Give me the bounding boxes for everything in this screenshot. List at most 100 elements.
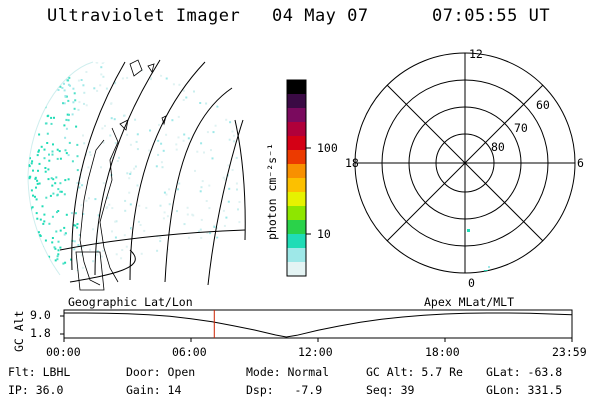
emission-pixel — [96, 89, 99, 92]
emission-pixel — [75, 276, 77, 278]
emission-pixel — [149, 77, 152, 80]
emission-pixel — [52, 279, 54, 281]
emission-pixel — [101, 255, 103, 258]
emission-pixel — [47, 282, 49, 284]
emission-pixel — [177, 115, 180, 118]
seq-value: Seq: 39 — [366, 383, 415, 397]
emission-pixel — [89, 154, 92, 156]
emission-pixel — [233, 140, 236, 143]
emission-pixel — [87, 279, 89, 281]
emission-pixel — [63, 226, 66, 229]
emission-pixel — [247, 105, 249, 107]
chart-xtick-2359: 23:59 — [552, 345, 587, 359]
emission-pixel — [81, 184, 84, 187]
emission-pixel — [64, 232, 67, 235]
chart-ytick-9: 9.0 — [30, 308, 51, 322]
emission-pixel — [46, 142, 49, 144]
emission-pixel — [56, 148, 59, 151]
emission-pixel — [97, 214, 100, 217]
emission-pixel — [200, 236, 203, 239]
emission-pixel — [208, 207, 211, 210]
emission-pixel — [82, 84, 85, 87]
emission-pixel — [163, 211, 166, 214]
emission-pixel — [102, 75, 105, 78]
emission-pixel — [116, 160, 119, 162]
emission-pixel — [222, 209, 225, 212]
emission-pixel — [42, 62, 44, 65]
emission-pixel — [34, 89, 37, 92]
glon-value: GLon: 331.5 — [486, 383, 563, 397]
emission-pixel — [182, 99, 185, 101]
emission-pixel — [59, 190, 62, 193]
chart-left-label: Geographic Lat/Lon — [68, 295, 193, 309]
emission-pixel — [110, 156, 113, 159]
emission-pixel — [89, 272, 92, 275]
emission-pixel — [62, 262, 65, 265]
emission-pixel — [44, 253, 47, 256]
emission-pixel — [191, 273, 194, 275]
emission-pixel — [227, 65, 230, 67]
emission-pixel — [41, 205, 44, 208]
emission-pixel — [128, 177, 131, 180]
emission-pixel — [124, 209, 127, 212]
emission-pixel — [96, 250, 99, 253]
emission-pixel — [35, 276, 37, 278]
emission-pixel — [224, 178, 226, 181]
emission-pixel — [35, 198, 38, 201]
emission-pixel — [240, 268, 243, 271]
emission-pixel — [175, 143, 178, 146]
emission-pixel — [176, 254, 179, 257]
instrument-title: Ultraviolet Imager — [47, 6, 241, 26]
emission-pixel — [77, 244, 80, 246]
emission-pixel — [201, 180, 204, 183]
emission-pixel — [38, 133, 41, 136]
emission-pixel — [153, 272, 156, 275]
emission-pixel — [109, 134, 112, 137]
emission-pixel — [227, 200, 230, 203]
emission-pixel — [238, 221, 241, 224]
emission-pixel — [88, 197, 90, 200]
colorbar-swatch — [287, 122, 306, 137]
emission-pixel — [48, 279, 50, 281]
emission-pixel — [202, 283, 204, 285]
emission-pixel — [123, 114, 125, 117]
colorbar-tick-10: 10 — [317, 227, 331, 241]
emission-pixel — [177, 188, 179, 191]
emission-pixel — [126, 133, 129, 136]
emission-pixel — [34, 239, 37, 242]
emission-pixel — [44, 122, 47, 125]
emission-pixel — [33, 253, 36, 256]
emission-pixel — [78, 101, 81, 104]
emission-pixel — [97, 241, 100, 244]
emission-pixel — [199, 102, 202, 104]
emission-pixel — [105, 87, 108, 90]
emission-pixel — [142, 284, 144, 286]
emission-pixel — [187, 137, 190, 140]
emission-pixel — [230, 69, 233, 72]
emission-pixel — [64, 136, 67, 139]
emission-pixel — [135, 140, 138, 143]
emission-pixel — [185, 96, 188, 99]
emission-pixel — [58, 150, 61, 153]
emission-pixel — [96, 253, 99, 256]
emission-pixel — [78, 186, 81, 189]
colorbar-swatch — [287, 234, 306, 249]
emission-pixel — [42, 91, 45, 94]
emission-pixel — [59, 157, 62, 160]
emission-pixel — [231, 243, 234, 246]
emission-pixel — [120, 257, 123, 260]
emission-pixel — [36, 236, 38, 239]
emission-pixel — [28, 177, 31, 180]
emission-pixel — [31, 160, 34, 163]
emission-pixel — [106, 196, 109, 199]
colorbar-tick-100: 100 — [317, 141, 338, 155]
emission-pixel — [48, 159, 51, 162]
emission-pixel — [28, 258, 31, 261]
emission-pixel — [30, 207, 33, 210]
emission-pixel — [36, 264, 39, 266]
emission-pixel — [42, 268, 45, 271]
emission-pixel — [221, 285, 223, 287]
emission-pixel — [159, 264, 162, 267]
emission-pixel — [51, 241, 54, 244]
